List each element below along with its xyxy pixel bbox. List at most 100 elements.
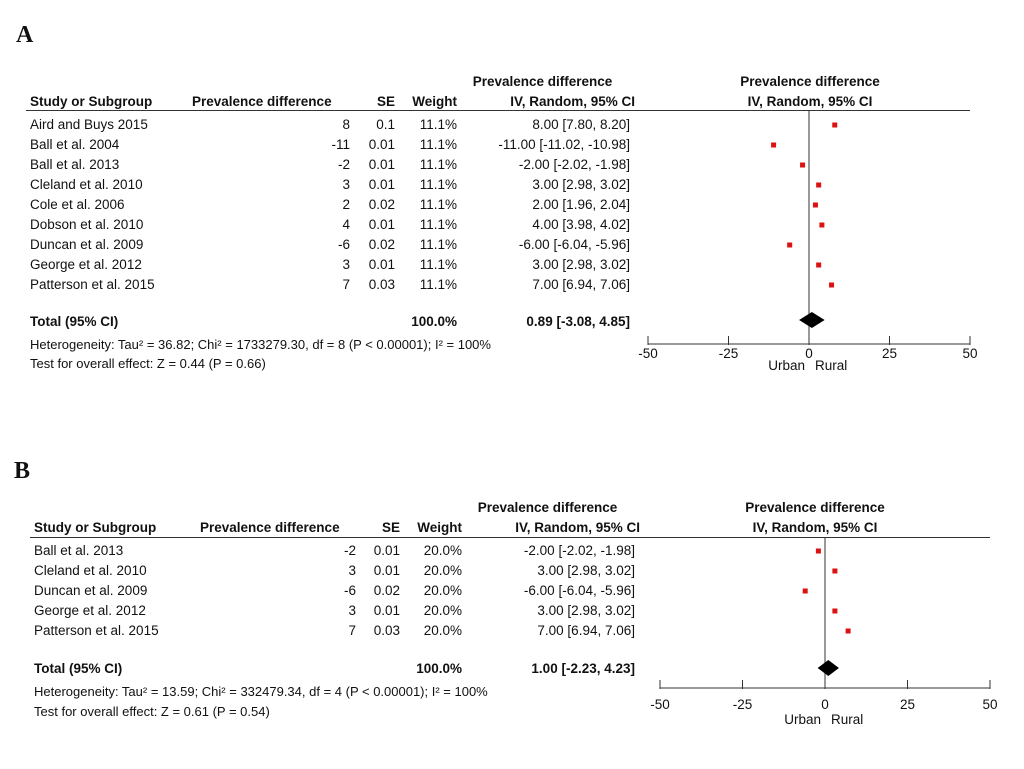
total-label: Total (95% CI) <box>30 314 119 329</box>
ci-value: -6.00 [-6.04, -5.96] <box>518 237 630 252</box>
prevalence-difference-value: -6 <box>337 237 350 252</box>
ci-value: 4.00 [3.98, 4.02] <box>532 217 630 232</box>
favours-left-label: Urban <box>768 358 805 373</box>
favours-right-label: Rural <box>815 358 847 373</box>
prevalence-difference-value: 4 <box>342 217 350 232</box>
se-value: 0.02 <box>368 197 395 212</box>
se-value: 0.01 <box>368 177 395 192</box>
ci-value: 3.00 [2.98, 3.02] <box>532 257 630 272</box>
header-rule <box>30 537 990 538</box>
weight-value: 20.0% <box>423 603 462 618</box>
total-ci: 1.00 [-2.23, 4.23] <box>531 661 635 676</box>
prevalence-difference-value: 7 <box>342 277 350 292</box>
study-marker <box>829 282 835 288</box>
study-marker <box>816 182 822 188</box>
study-marker <box>812 202 818 208</box>
study-name: Duncan et al. 2009 <box>30 237 144 252</box>
col-header-study: Study or Subgroup <box>34 520 157 535</box>
ci-value: 3.00 [2.98, 3.02] <box>537 603 635 618</box>
total-ci: 0.89 [-3.08, 4.85] <box>526 314 630 329</box>
study-name: Cole et al. 2006 <box>30 197 125 212</box>
col-header-ci: IV, Random, 95% CI <box>515 520 640 535</box>
study-marker <box>787 242 793 248</box>
weight-value: 20.0% <box>423 623 462 638</box>
total-weight: 100.0% <box>411 314 457 329</box>
favours-right-label: Rural <box>831 712 863 727</box>
col-header-study: Study or Subgroup <box>30 94 153 109</box>
study-name: Cleland et al. 2010 <box>34 563 147 578</box>
header-group-right: Prevalence difference <box>740 74 880 89</box>
panel-letter: A <box>16 22 34 48</box>
study-marker <box>845 628 851 634</box>
se-value: 0.02 <box>373 583 400 598</box>
header-group-left: Prevalence difference <box>472 74 613 89</box>
overall-effect-text: Test for overall effect: Z = 0.44 (P = 0… <box>30 356 266 371</box>
study-marker <box>800 162 806 168</box>
se-value: 0.01 <box>373 603 400 618</box>
study-name: Cleland et al. 2010 <box>30 177 143 192</box>
weight-value: 20.0% <box>423 543 462 558</box>
col-header-pd: Prevalence difference <box>192 94 332 109</box>
weight-value: 11.1% <box>419 197 457 212</box>
col-header-ci: IV, Random, 95% CI <box>510 94 635 109</box>
x-tick-label: 0 <box>805 346 813 361</box>
x-tick-label: -25 <box>733 697 753 712</box>
x-tick-label: 50 <box>962 346 977 361</box>
forest-plot: -50 -25 0 25 50 Urban Rural <box>650 537 998 727</box>
prevalence-difference-value: -2 <box>343 543 356 558</box>
se-value: 0.01 <box>368 157 395 172</box>
col-header-se: SE <box>376 94 395 109</box>
study-name: Duncan et al. 2009 <box>34 583 148 598</box>
study-name: Ball et al. 2004 <box>30 137 120 152</box>
prevalence-difference-value: 7 <box>348 623 356 638</box>
ci-value: -2.00 [-2.02, -1.98] <box>523 543 635 558</box>
weight-value: 11.1% <box>419 217 457 232</box>
prevalence-difference-value: 3 <box>348 603 356 618</box>
se-value: 0.01 <box>373 543 400 558</box>
favours-left-label: Urban <box>784 712 821 727</box>
panel-a: A Prevalence difference Prevalence diffe… <box>16 22 978 373</box>
se-value: 0.01 <box>368 217 395 232</box>
ci-value: -2.00 [-2.02, -1.98] <box>518 157 630 172</box>
x-tick-label: -50 <box>638 346 658 361</box>
weight-value: 11.1% <box>419 117 457 132</box>
heterogeneity-text: Heterogeneity: Tau² = 13.59; Chi² = 3324… <box>34 684 488 699</box>
header-group-right: Prevalence difference <box>745 500 885 515</box>
panel-letter: B <box>14 458 31 484</box>
prevalence-difference-value: -2 <box>337 157 350 172</box>
prevalence-difference-value: 8 <box>342 117 350 132</box>
se-value: 0.03 <box>373 623 400 638</box>
study-name: Ball et al. 2013 <box>30 157 120 172</box>
study-name: George et al. 2012 <box>30 257 142 272</box>
col-header-weight: Weight <box>412 94 457 109</box>
weight-value: 11.1% <box>419 257 457 272</box>
total-diamond <box>799 312 825 328</box>
x-tick-label: -25 <box>719 346 739 361</box>
se-value: 0.01 <box>368 257 395 272</box>
study-name: Ball et al. 2013 <box>34 543 124 558</box>
study-marker <box>816 262 822 268</box>
study-name: Patterson et al. 2015 <box>30 277 155 292</box>
ci-value: -6.00 [-6.04, -5.96] <box>523 583 635 598</box>
se-value: 0.01 <box>373 563 400 578</box>
weight-value: 11.1% <box>419 277 457 292</box>
header-group-left: Prevalence difference <box>477 500 618 515</box>
study-marker <box>832 122 838 128</box>
study-marker <box>815 548 821 554</box>
x-tick-label: 25 <box>882 346 897 361</box>
weight-value: 20.0% <box>423 583 462 598</box>
weight-value: 11.1% <box>419 177 457 192</box>
study-name: Dobson et al. 2010 <box>30 217 144 232</box>
prevalence-difference-value: 3 <box>348 563 356 578</box>
x-tick-label: 0 <box>821 697 829 712</box>
ci-value: 2.00 [1.96, 2.04] <box>532 197 630 212</box>
prevalence-difference-value: -11 <box>331 137 350 152</box>
x-tick-label: 25 <box>900 697 915 712</box>
col-header-plot: IV, Random, 95% CI <box>747 94 873 109</box>
se-value: 0.1 <box>376 117 395 132</box>
se-value: 0.01 <box>368 137 395 152</box>
ci-value: -11.00 [-11.02, -10.98] <box>498 137 630 152</box>
study-name: Patterson et al. 2015 <box>34 623 159 638</box>
col-header-pd: Prevalence difference <box>200 520 340 535</box>
